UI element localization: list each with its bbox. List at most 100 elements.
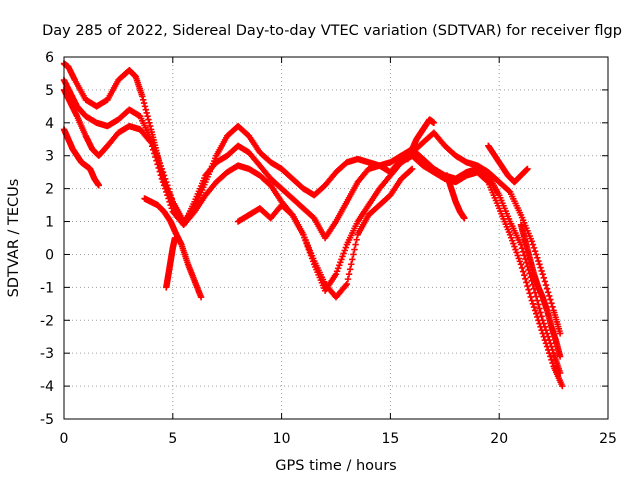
data-point	[519, 268, 527, 275]
data-point	[525, 286, 532, 293]
y-tick-label: -1	[40, 280, 54, 296]
data-point	[95, 182, 103, 189]
data-point	[532, 251, 540, 258]
series-track-i	[443, 172, 468, 222]
x-axis-label: GPS time / hours	[275, 458, 396, 474]
data-point	[521, 271, 528, 279]
x-tick-label: 0	[60, 431, 69, 447]
data-point	[546, 292, 553, 300]
data-point	[535, 301, 542, 308]
y-tick-label: -3	[40, 346, 54, 362]
data-point	[141, 103, 149, 110]
data-point	[532, 293, 540, 300]
data-point	[537, 309, 544, 316]
data-point	[536, 305, 543, 312]
series-track-k	[517, 221, 564, 360]
data-point	[348, 261, 355, 268]
data-point	[531, 289, 539, 296]
data-point	[531, 307, 539, 314]
data-point	[150, 146, 157, 154]
data-point	[342, 244, 349, 251]
x-tick-label: 15	[381, 431, 399, 447]
x-tick-label: 25	[599, 431, 617, 447]
data-point	[340, 250, 347, 257]
x-tick-label: 20	[490, 431, 508, 447]
data-point	[163, 188, 170, 196]
data-points	[60, 60, 566, 390]
data-point	[139, 93, 146, 100]
data-point	[546, 349, 553, 357]
data-point	[526, 290, 533, 297]
data-point	[509, 237, 516, 244]
data-point	[507, 234, 515, 241]
data-point	[140, 99, 148, 107]
y-tick-label: -2	[40, 313, 54, 329]
data-point	[430, 119, 438, 127]
data-point	[542, 340, 550, 347]
data-point	[511, 243, 518, 250]
data-point	[543, 343, 551, 350]
data-point	[345, 271, 353, 278]
data-point	[539, 271, 546, 278]
data-point	[548, 356, 555, 363]
series-track-d	[60, 126, 103, 189]
data-point	[167, 201, 174, 209]
data-point	[530, 303, 538, 311]
data-point	[556, 330, 564, 337]
series-track-f	[163, 234, 179, 291]
series-track-c	[60, 86, 566, 390]
plot-frame	[63, 56, 609, 420]
data-point	[159, 178, 167, 186]
data-point	[484, 177, 491, 185]
data-point	[541, 336, 549, 344]
data-point	[506, 231, 514, 238]
x-tick-label: 5	[168, 431, 177, 447]
y-axis-label: SDTVAR / TECUs	[6, 179, 22, 298]
data-point	[517, 261, 525, 268]
data-point	[151, 150, 158, 157]
data-point	[540, 333, 548, 340]
data-point	[513, 249, 520, 256]
data-point	[339, 253, 346, 260]
data-point	[143, 109, 150, 117]
data-point	[353, 236, 360, 243]
series-track-e	[141, 195, 205, 301]
data-point	[145, 116, 152, 123]
data-point	[156, 168, 163, 175]
series-track-b	[60, 76, 564, 377]
data-point	[536, 261, 543, 268]
data-point	[538, 326, 545, 334]
data-point	[341, 247, 348, 254]
data-point	[168, 205, 175, 212]
x-tick-label: 10	[273, 431, 291, 447]
data-point	[534, 313, 541, 321]
data-point	[352, 241, 359, 248]
data-point	[541, 278, 549, 285]
data-point	[537, 264, 544, 271]
data-point	[547, 353, 554, 360]
data-point	[171, 234, 179, 242]
y-tick-label: -5	[40, 412, 54, 428]
data-point	[516, 258, 524, 265]
series-track-j	[485, 142, 531, 186]
data-point	[146, 122, 154, 130]
y-tick-label: -4	[40, 379, 54, 395]
data-point	[524, 165, 531, 173]
data-point	[333, 268, 341, 275]
data-point	[338, 256, 345, 263]
chart-title: Day 285 of 2022, Sidereal Day-to-day VTE…	[42, 23, 622, 39]
data-point	[528, 238, 536, 245]
data-point	[529, 300, 537, 308]
data-point	[544, 346, 552, 354]
data-point	[349, 256, 356, 263]
data-point	[153, 157, 160, 164]
data-point	[346, 266, 354, 273]
data-point	[351, 246, 358, 253]
data-point	[408, 165, 416, 173]
data-point	[505, 187, 513, 195]
data-point	[543, 285, 551, 292]
data-point	[154, 161, 161, 168]
data-point	[534, 254, 541, 261]
data-point	[549, 303, 556, 310]
